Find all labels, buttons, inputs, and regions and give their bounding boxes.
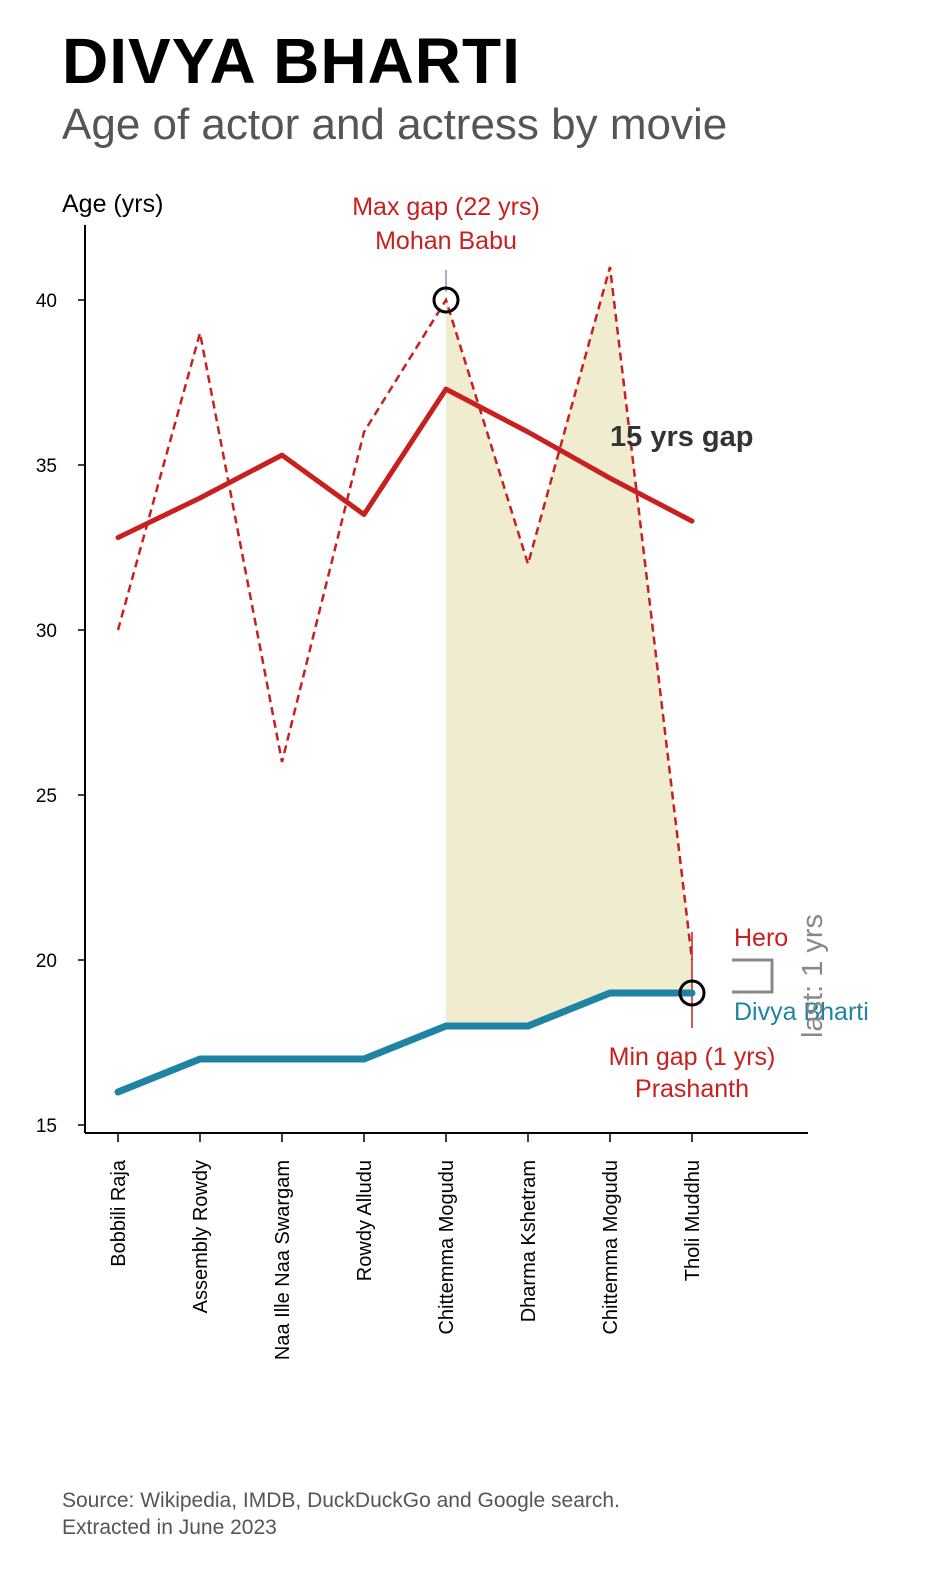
y-tick-label: 40 [36, 291, 57, 312]
max-gap-label: Max gap (22 yrs) [352, 193, 540, 221]
y-tick-label: 20 [36, 951, 57, 972]
x-tick-label: Naa Ille Naa Swargam [272, 1160, 294, 1360]
last-gap-label: last: 1 yrs [797, 914, 829, 1038]
heroine-legend-label: Divya Bharti [734, 998, 869, 1026]
x-tick-label: Assembly Rowdy [190, 1160, 212, 1313]
extracted-text: Extracted in June 2023 [62, 1516, 277, 1539]
y-tick-label: 30 [36, 621, 57, 642]
min-gap-marker [678, 979, 706, 1007]
min-gap-label: Min gap (1 yrs) [609, 1043, 776, 1071]
max-gap-marker [432, 286, 460, 314]
min-gap-name: Prashanth [635, 1075, 749, 1103]
gap-label: 15 yrs gap [610, 421, 753, 453]
source-note: Source: Wikipedia, IMDB, DuckDuckGo and … [62, 1487, 620, 1541]
x-tick-label: Tholi Muddhu [682, 1160, 704, 1281]
chart-subtitle: Age of actor and actress by movie [62, 100, 728, 149]
source-text: Source: Wikipedia, IMDB, DuckDuckGo and … [62, 1489, 620, 1512]
max-gap-name: Mohan Babu [375, 227, 517, 255]
chart-title: DIVYA BHARTI [62, 25, 521, 97]
hero-trend-line [115, 386, 695, 541]
y-tick-label: 25 [36, 786, 57, 807]
x-tick-label: Chittemma Mogudu [436, 1160, 458, 1335]
heroine-age-line [114, 989, 696, 1096]
x-tick-label: Dharma Kshetram [518, 1160, 540, 1322]
last-gap-bracket [732, 958, 774, 994]
x-tick-label: Rowdy Alludu [354, 1160, 376, 1281]
y-axis-label: Age (yrs) [62, 190, 163, 218]
y-tick-label: 15 [36, 1116, 57, 1137]
y-tick-label: 35 [36, 456, 57, 477]
gap-shaded-area [446, 267, 692, 1026]
x-tick-label: Chittemma Mogudu [600, 1160, 622, 1335]
hero-legend-label: Hero [734, 924, 788, 952]
age-line-chart: 15 20 25 30 35 40 Age (yrs) Bobbili Raja Assembl… [36, 190, 869, 1360]
x-tick-label: Bobbili Raja [108, 1159, 130, 1267]
hero-age-line [116, 266, 694, 961]
